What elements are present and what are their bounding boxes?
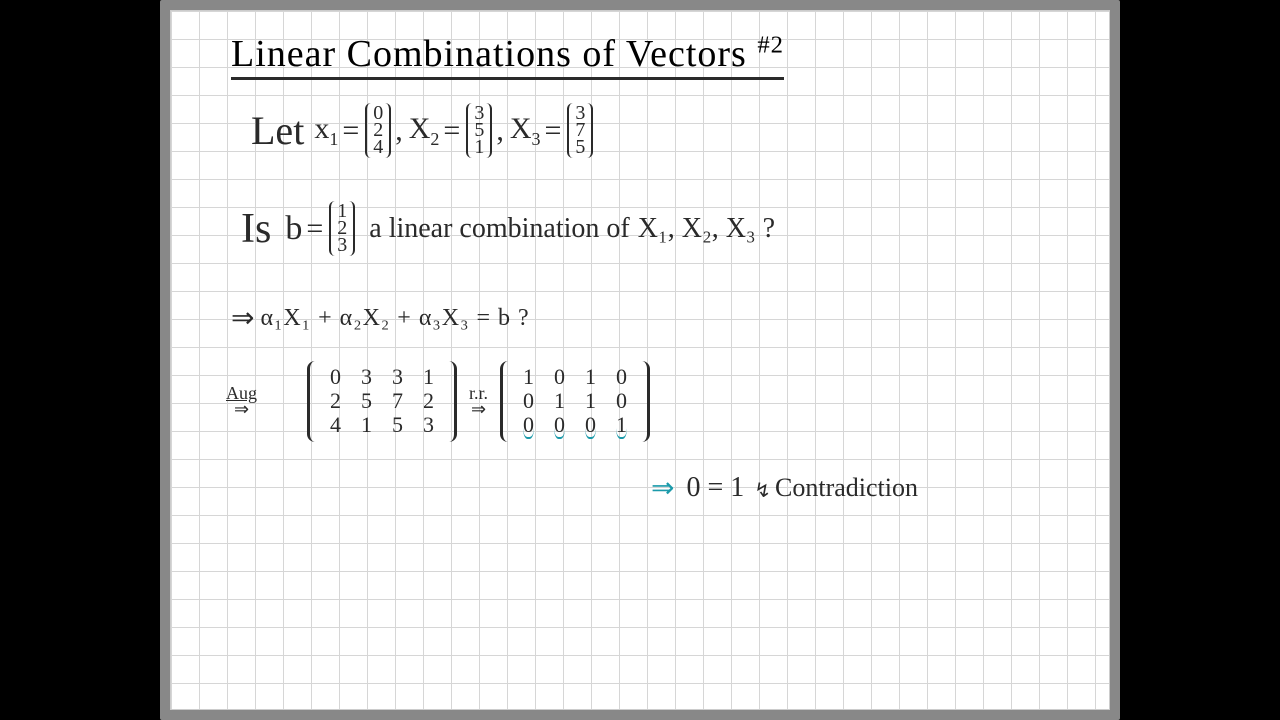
matrix-line: Aug ⇒ 0331 2572 4153 r.r. ⇒ 1010 0110 [226,361,650,442]
let-line: Let x1 = 024 , X2 = 351 , X3 = 375 [251,103,595,158]
x3-symbol: X3 [510,112,541,150]
aug-arrow: Aug ⇒ [226,385,257,417]
contradiction-line: ⇒ 0 = 1 ↯ Contradiction [651,471,918,505]
x2-symbol: X2 [409,112,440,150]
graph-paper: Linear Combinations of Vectors #2 Let x1… [170,10,1110,710]
contradiction-eq: 0 = 1 [686,472,744,504]
lightning-icon: ↯ [754,478,771,503]
rr-arrow: r.r. ⇒ [469,385,488,417]
equals-1: = [342,114,359,148]
is-label: Is [241,205,271,253]
alpha-equation: α₁X₁ + α₂X₂ + α₃X₃ = b ? [260,305,529,332]
equals-b: = [306,212,323,246]
b-vector: 123 [329,201,355,256]
equals-2: = [443,114,460,148]
question-vars: X₁, X₂, X₃ ? [638,213,775,245]
question-line: Is b = 123 a linear combination of X₁, X… [241,201,775,256]
alpha-line: ⇒ α₁X₁ + α₂X₂ + α₃X₃ = b ? [231,301,530,335]
augmented-matrix: 0331 2572 4153 [307,361,457,442]
equals-3: = [545,114,562,148]
contradiction-arrow-icon: ⇒ [651,471,674,505]
page-title: Linear Combinations of Vectors #2 [231,33,784,80]
question-text: a linear combination of [369,213,629,245]
frame-border: Linear Combinations of Vectors #2 Let x1… [160,0,1120,720]
let-label: Let [251,107,304,154]
x2-vector: 351 [466,103,492,158]
x1-vector: 024 [365,103,391,158]
title-row: Linear Combinations of Vectors #2 [231,31,784,76]
title-suffix: #2 [757,31,784,58]
title-text: Linear Combinations of Vectors [231,33,747,75]
imply-arrow-icon: ⇒ [231,301,254,335]
x1-symbol: x1 [314,112,338,150]
b-label: b [285,210,302,248]
x3-vector: 375 [567,103,593,158]
reduced-matrix: 1010 0110 0 0 0 1 [500,361,650,442]
contradiction-text: Contradiction [775,473,918,503]
